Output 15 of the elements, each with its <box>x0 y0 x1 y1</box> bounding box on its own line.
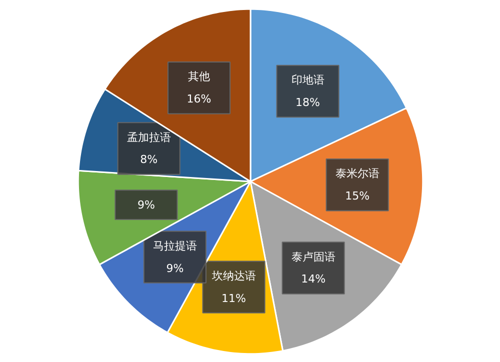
data-label: 15% <box>345 190 370 203</box>
slice-label: 印地语 <box>291 74 324 87</box>
slice-label: 坎纳达语 <box>210 269 256 282</box>
slice-label: 泰米尔语 <box>335 167 380 180</box>
slice-label: 马拉提语 <box>152 239 197 252</box>
slice-label: 其他 <box>188 70 210 84</box>
slice-label: 孟加拉语 <box>126 130 171 144</box>
data-label: 18% <box>296 96 320 109</box>
slice-label: 泰卢固语 <box>291 250 336 264</box>
data-label: 14% <box>301 272 326 286</box>
data-label: 9% <box>166 262 184 275</box>
data-label: 9% <box>137 198 155 212</box>
data-label: 8% <box>140 153 158 166</box>
data-label: 16% <box>186 92 212 106</box>
data-label: 11% <box>222 292 246 305</box>
